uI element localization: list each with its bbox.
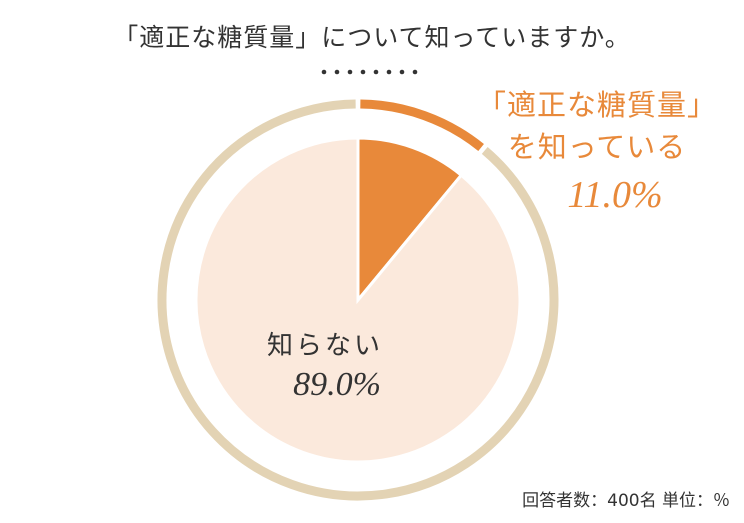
slice-value-label: 11.0%	[567, 174, 663, 216]
slice-value-label: 89.0%	[293, 366, 381, 403]
pie-slice	[194, 136, 522, 464]
pie-slice	[356, 136, 464, 305]
slice-label: 知らない	[266, 331, 383, 361]
footnote: 回答者数：400名 単位：％	[522, 491, 730, 511]
ring-segment	[157, 99, 559, 501]
slice-label: 「適正な糖質量」を知っている	[476, 88, 717, 165]
title-dots	[321, 69, 418, 75]
ring-segment	[360, 99, 484, 151]
chart-title: 「適正な糖質量」について知っていますか。	[113, 23, 631, 52]
